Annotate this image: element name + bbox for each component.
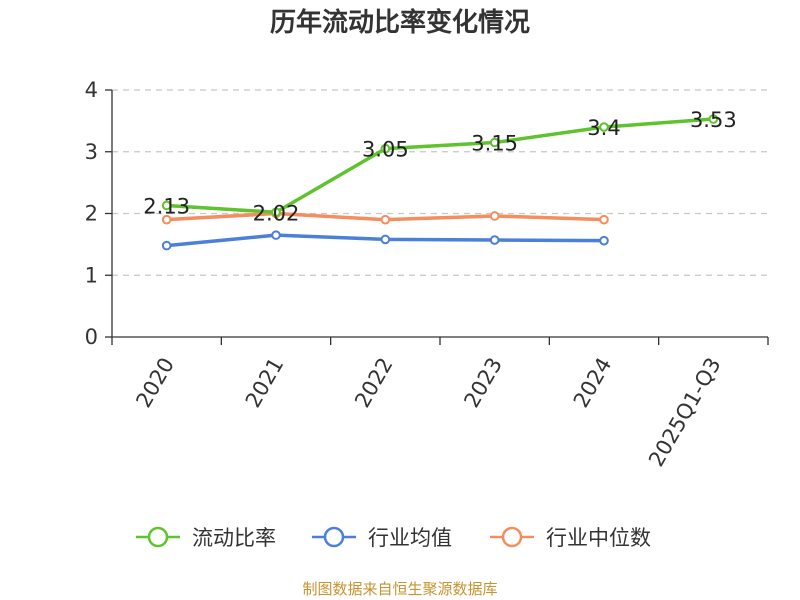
y-tick-label: 0 xyxy=(85,325,98,349)
data-point xyxy=(380,214,391,225)
y-tick-label: 1 xyxy=(85,263,98,287)
data-point xyxy=(599,214,609,225)
data-labels: 2.13 2.02 3.05 3.15 3.4 3.53 xyxy=(143,108,736,225)
data-point xyxy=(161,200,172,211)
data-point xyxy=(271,230,281,240)
legend[interactable]: 流动比率 行业均值 行业中位数 xyxy=(136,526,651,550)
data-point xyxy=(489,235,500,245)
data-label: 3.05 xyxy=(362,138,409,162)
data-point xyxy=(708,114,719,124)
series-group xyxy=(161,114,719,251)
legend-item[interactable]: 行业均值 xyxy=(312,526,452,550)
legend-label: 行业中位数 xyxy=(546,526,651,550)
source-note: 制图数据来自恒生聚源数据库 xyxy=(302,580,497,598)
data-point xyxy=(489,137,500,148)
legend-label: 行业均值 xyxy=(368,526,452,550)
legend-circle-icon xyxy=(501,526,523,548)
x-tick-label: 2025Q1-Q3 xyxy=(644,354,726,471)
data-point xyxy=(380,234,391,245)
data-point xyxy=(599,122,609,132)
data-point xyxy=(599,235,609,246)
data-point xyxy=(161,240,172,251)
chart-title: 历年流动比率变化情况 xyxy=(270,7,530,38)
data-point xyxy=(271,207,281,218)
data-label: 3.53 xyxy=(690,108,737,132)
y-tick-label: 2 xyxy=(85,202,98,226)
legend-item[interactable]: 流动比率 xyxy=(136,526,276,550)
data-point xyxy=(161,214,172,225)
y-tick-label: 3 xyxy=(85,140,98,164)
axes: 0 1 2 3 4 2020 2021 2022 2023 2024 2025Q1-Q3 xyxy=(85,78,769,471)
y-tick-label: 4 xyxy=(85,78,98,102)
x-tick-label: 2024 xyxy=(569,354,617,412)
legend-circle-icon xyxy=(323,526,345,548)
legend-label: 流动比率 xyxy=(192,526,276,550)
x-tick-label: 2021 xyxy=(241,354,289,412)
data-label: 2.13 xyxy=(143,194,190,218)
data-label: 3.4 xyxy=(587,116,620,140)
legend-circle-icon xyxy=(147,526,169,548)
series-line xyxy=(166,117,714,215)
data-point xyxy=(489,211,500,221)
x-tick-label: 2020 xyxy=(131,354,179,412)
data-label: 3.15 xyxy=(471,131,518,155)
data-label: 2.02 xyxy=(253,201,300,225)
grid xyxy=(112,89,768,276)
x-tick-label: 2022 xyxy=(350,354,398,412)
legend-item[interactable]: 行业中位数 xyxy=(490,526,651,550)
x-tick-label: 2023 xyxy=(459,353,507,411)
data-point xyxy=(380,143,391,154)
